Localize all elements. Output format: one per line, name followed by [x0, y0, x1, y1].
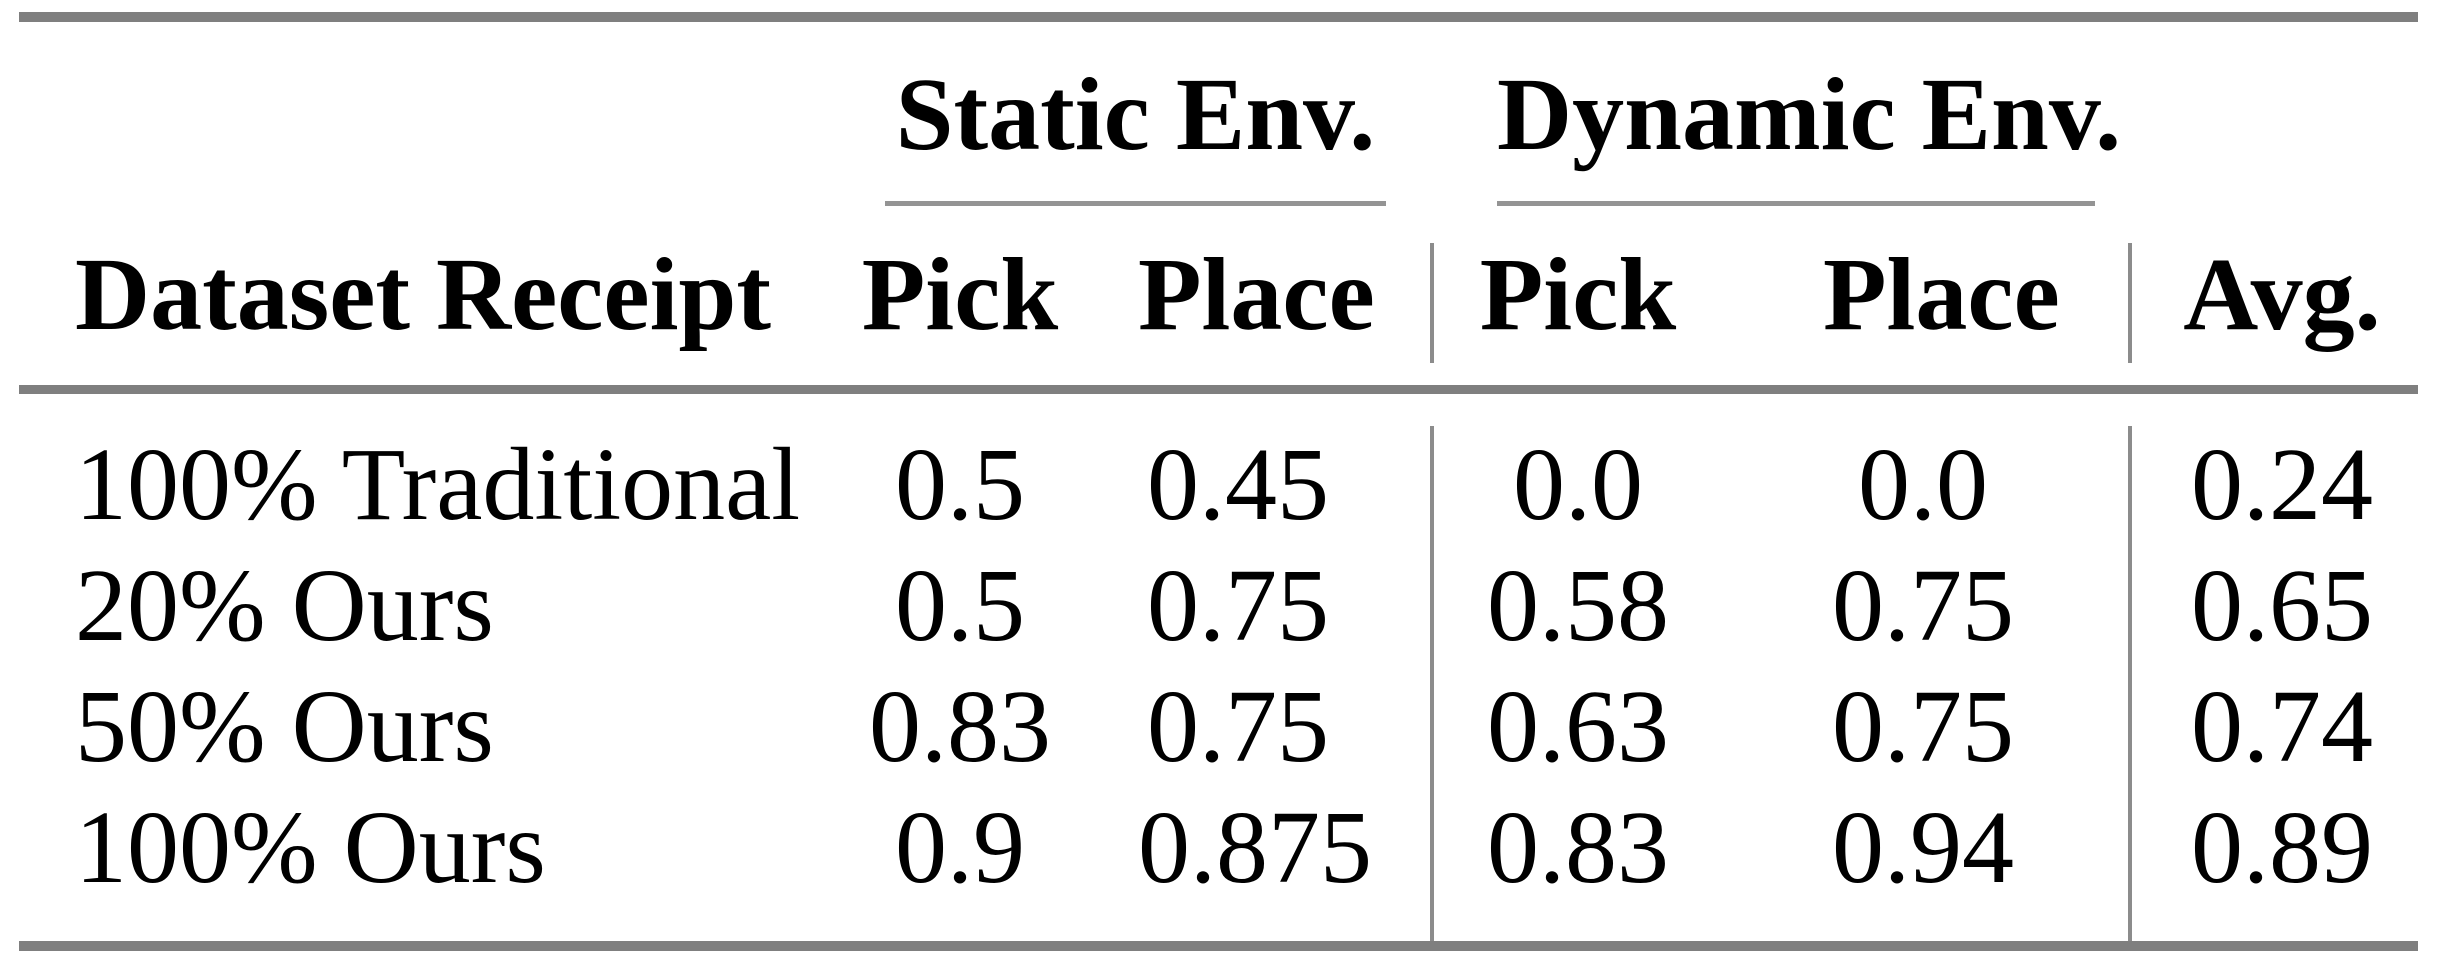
vertical-rule-static-dynamic-header — [1430, 243, 1434, 363]
cell-100-traditional-dynamic-place: 0.0 — [1858, 427, 1988, 542]
row-label-20-ours: 20% Ours — [75, 548, 494, 663]
cell-100-ours-static-place: 0.875 — [1138, 790, 1372, 905]
cell-50-ours-static-place: 0.75 — [1147, 669, 1329, 784]
cell-20-ours-static-pick: 0.5 — [895, 548, 1025, 663]
column-header-static-pick: Pick — [861, 237, 1059, 352]
cell-50-ours-dynamic-pick: 0.63 — [1487, 669, 1669, 784]
cell-100-ours-avg: 0.89 — [2191, 790, 2373, 905]
cell-20-ours-avg: 0.65 — [2191, 548, 2373, 663]
vertical-rule-dynamic-avg-body — [2128, 426, 2132, 941]
cell-50-ours-dynamic-place: 0.75 — [1832, 669, 2014, 784]
cell-50-ours-avg: 0.74 — [2191, 669, 2373, 784]
cell-20-ours-static-place: 0.75 — [1147, 548, 1329, 663]
cell-100-ours-dynamic-pick: 0.83 — [1487, 790, 1669, 905]
cmidrule-dynamic-env — [1497, 201, 2095, 206]
row-label-50-ours: 50% Ours — [75, 669, 494, 784]
column-header-avg: Avg. — [2183, 237, 2381, 352]
cell-100-traditional-static-pick: 0.5 — [895, 427, 1025, 542]
cell-100-ours-dynamic-place: 0.94 — [1832, 790, 2014, 905]
cmidrule-static-env — [885, 201, 1386, 206]
group-header-static-env: Static Env. — [895, 57, 1376, 172]
cell-100-traditional-static-place: 0.45 — [1147, 427, 1329, 542]
cell-20-ours-dynamic-pick: 0.58 — [1487, 548, 1669, 663]
column-header-static-place: Place — [1138, 237, 1375, 352]
group-header-dynamic-env: Dynamic Env. — [1497, 57, 2122, 172]
row-label-100-traditional: 100% Traditional — [75, 427, 801, 542]
cell-100-traditional-avg: 0.24 — [2191, 427, 2373, 542]
table-header-rule — [19, 385, 2418, 394]
column-header-dynamic-pick: Pick — [1479, 237, 1677, 352]
vertical-rule-static-dynamic-body — [1430, 426, 1434, 941]
cell-100-ours-static-pick: 0.9 — [895, 790, 1025, 905]
column-header-dynamic-place: Place — [1823, 237, 2060, 352]
column-header-dataset-receipt: Dataset Receipt — [75, 237, 771, 352]
table-top-rule — [19, 12, 2418, 22]
row-label-100-ours: 100% Ours — [75, 790, 546, 905]
table-bottom-rule — [19, 941, 2418, 951]
cell-100-traditional-dynamic-pick: 0.0 — [1513, 427, 1643, 542]
cell-50-ours-static-pick: 0.83 — [869, 669, 1051, 784]
vertical-rule-dynamic-avg-header — [2128, 243, 2132, 363]
cell-20-ours-dynamic-place: 0.75 — [1832, 548, 2014, 663]
